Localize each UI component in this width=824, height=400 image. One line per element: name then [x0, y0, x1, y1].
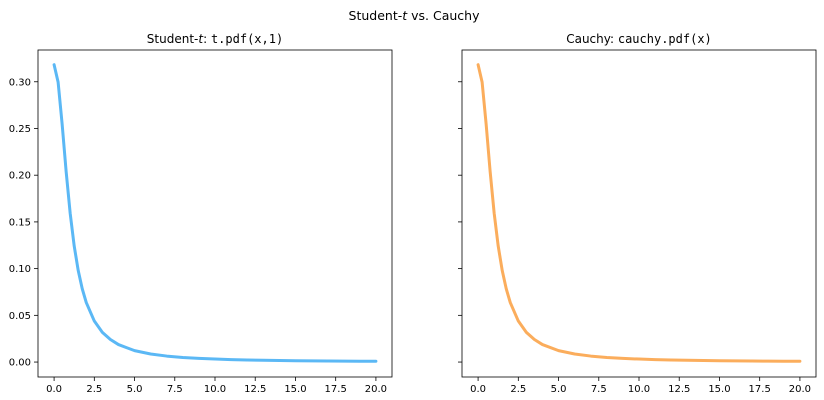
- x-tick-label: 7.5: [591, 384, 607, 395]
- x-tick-label: 10.0: [628, 384, 650, 395]
- x-tick-label: 2.5: [510, 384, 526, 395]
- figure-suptitle: Student-t vs. Cauchy: [349, 8, 481, 23]
- x-tick-label: 20.0: [789, 384, 811, 395]
- x-tick-label: 12.5: [244, 384, 266, 395]
- y-tick-label: 0.15: [9, 217, 31, 228]
- y-tick-label: 0.05: [9, 311, 31, 322]
- x-tick-label: 0.0: [46, 384, 62, 395]
- y-tick-label: 0.00: [9, 358, 31, 369]
- series-line: [476, 63, 802, 363]
- x-tick-label: 2.5: [86, 384, 102, 395]
- chart-panel-student-t: Student-t: t.pdf(x,1) 0.0 2.5 5.0 7.5 10.0 12.…: [9, 32, 393, 395]
- axes-frame: [37, 49, 393, 378]
- chart-title: Cauchy: cauchy.pdf(x): [566, 32, 712, 46]
- x-tick-label: 0.0: [470, 384, 486, 395]
- chart-panel-cauchy: Cauchy: cauchy.pdf(x) 0.0 2.5 5.0 7.5 10.0 12.…: [458, 32, 817, 395]
- x-tick-label: 5.0: [127, 384, 143, 395]
- x-tick-label: 20.0: [365, 384, 387, 395]
- x-tick-label: 10.0: [204, 384, 226, 395]
- y-tick-label: 0.25: [9, 124, 31, 135]
- series-line: [52, 63, 378, 363]
- x-tick-label: 15.0: [284, 384, 306, 395]
- x-tick-label: 5.0: [551, 384, 567, 395]
- x-tick-label: 12.5: [668, 384, 690, 395]
- chart-title: Student-t: t.pdf(x,1): [147, 32, 283, 46]
- axes-frame: [461, 49, 817, 378]
- x-tick-label: 17.5: [749, 384, 771, 395]
- x-tick-label: 15.0: [708, 384, 730, 395]
- x-tick-label: 7.5: [167, 384, 183, 395]
- y-tick-label: 0.30: [9, 77, 31, 88]
- y-tick-label: 0.20: [9, 171, 31, 182]
- x-tick-label: 17.5: [325, 384, 347, 395]
- y-tick-label: 0.10: [9, 264, 31, 275]
